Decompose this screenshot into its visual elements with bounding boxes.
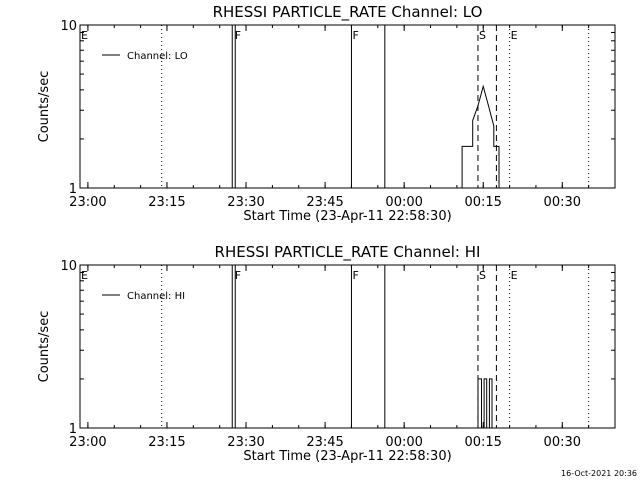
- legend-label: Channel: HI: [127, 291, 185, 302]
- flag-label: F: [235, 29, 241, 42]
- plot-frame: [79, 24, 616, 189]
- x-tick-label: 23:00: [69, 195, 106, 210]
- flag-label: E: [81, 269, 88, 282]
- flag-label: E: [511, 29, 518, 42]
- chart-title: RHESSI PARTICLE_RATE Channel: LO: [213, 3, 483, 22]
- x-tick-label: 23:30: [227, 435, 264, 450]
- flag-label: S: [479, 269, 486, 282]
- chart-panel-hi: RHESSI PARTICLE_RATE Channel: HI E F F S E 23:…: [37, 243, 616, 464]
- legend-label: Channel: LO: [127, 51, 188, 62]
- x-tick-label: 00:30: [544, 195, 581, 210]
- x-tick-label: 23:00: [69, 435, 106, 450]
- series-line: [461, 84, 500, 188]
- x-tick-label: 23:30: [227, 195, 264, 210]
- flag-label: F: [235, 269, 241, 282]
- y-axis-label: Counts/sec: [37, 71, 52, 143]
- chart-title: RHESSI PARTICLE_RATE Channel: HI: [215, 243, 481, 262]
- plot-frame: [79, 264, 616, 429]
- x-tick-label: 23:15: [148, 195, 185, 210]
- flag-label: E: [81, 29, 88, 42]
- series-line: [477, 378, 493, 429]
- footer-timestamp: 16-Oct-2021 20:36: [561, 469, 637, 478]
- y-axis-label: Counts/sec: [37, 311, 52, 383]
- flag-label: S: [479, 29, 486, 42]
- y-tick-label: 10: [60, 19, 77, 34]
- flag-label: F: [352, 29, 358, 42]
- x-tick-label: 00:00: [385, 195, 422, 210]
- flag-label: F: [352, 269, 358, 282]
- y-tick-label: 1: [69, 422, 77, 437]
- x-tick-label: 00:15: [464, 195, 501, 210]
- y-tick-label: 10: [60, 259, 77, 274]
- x-axis-label: Start Time (23-Apr-11 22:58:30): [243, 209, 451, 224]
- x-tick-label: 23:45: [306, 195, 343, 210]
- x-tick-label: 00:00: [385, 435, 422, 450]
- chart-panel-lo: RHESSI PARTICLE_RATE Channel: LO E F F S E 23:…: [37, 3, 616, 224]
- x-tick-label: 23:45: [306, 435, 343, 450]
- x-tick-label: 00:30: [544, 435, 581, 450]
- x-axis-label: Start Time (23-Apr-11 22:58:30): [243, 449, 451, 464]
- y-tick-label: 1: [69, 182, 77, 197]
- flag-label: E: [511, 269, 518, 282]
- x-tick-label: 00:15: [464, 435, 501, 450]
- x-tick-label: 23:15: [148, 435, 185, 450]
